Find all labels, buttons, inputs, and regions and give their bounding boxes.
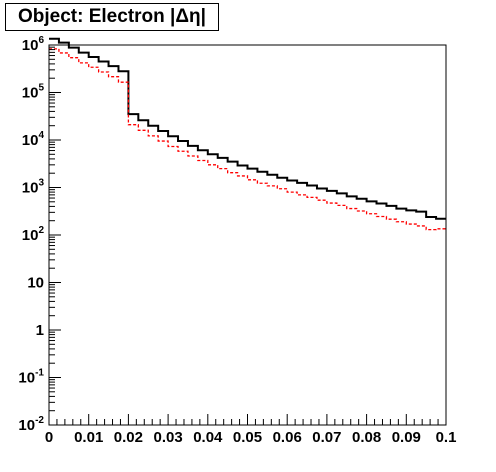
x-tick-label: 0.09 bbox=[392, 429, 421, 446]
x-tick-label: 0.1 bbox=[436, 429, 457, 446]
plot-frame bbox=[48, 44, 447, 426]
x-tick-label: 0.06 bbox=[273, 429, 302, 446]
y-tick-label: 10-2 bbox=[18, 415, 44, 434]
y-tick-label: 105 bbox=[22, 83, 45, 102]
y-tick-label: 1 bbox=[36, 322, 44, 339]
histogram-series-black bbox=[49, 37, 446, 220]
x-tick-label: 0.07 bbox=[312, 429, 341, 446]
x-tick-label: 0.01 bbox=[74, 429, 103, 446]
series-layer bbox=[49, 37, 446, 231]
y-tick-label: 102 bbox=[22, 225, 45, 244]
x-tick-label: 0 bbox=[45, 429, 53, 446]
x-tick-label: 0.08 bbox=[352, 429, 381, 446]
y-tick-label: 10 bbox=[27, 275, 44, 292]
x-tick-label: 0.04 bbox=[193, 429, 223, 446]
x-tick-label: 0.03 bbox=[153, 429, 182, 446]
y-tick-label: 104 bbox=[22, 130, 45, 149]
y-tick-label: 106 bbox=[22, 35, 45, 54]
x-tick-label: 0.05 bbox=[233, 429, 262, 446]
chart-title: Object: Electron |Δη| bbox=[5, 3, 219, 31]
axis-layer: 0 0.01 0.02 0.03 0.04 0.05 0.06 0.07 0.08 0.09 0.1… bbox=[18, 35, 456, 446]
x-tick-label: 0.02 bbox=[114, 429, 143, 446]
y-tick-label: 103 bbox=[22, 178, 45, 197]
y-tick-label: 10-1 bbox=[18, 368, 44, 387]
histogram-series-red bbox=[49, 48, 446, 231]
